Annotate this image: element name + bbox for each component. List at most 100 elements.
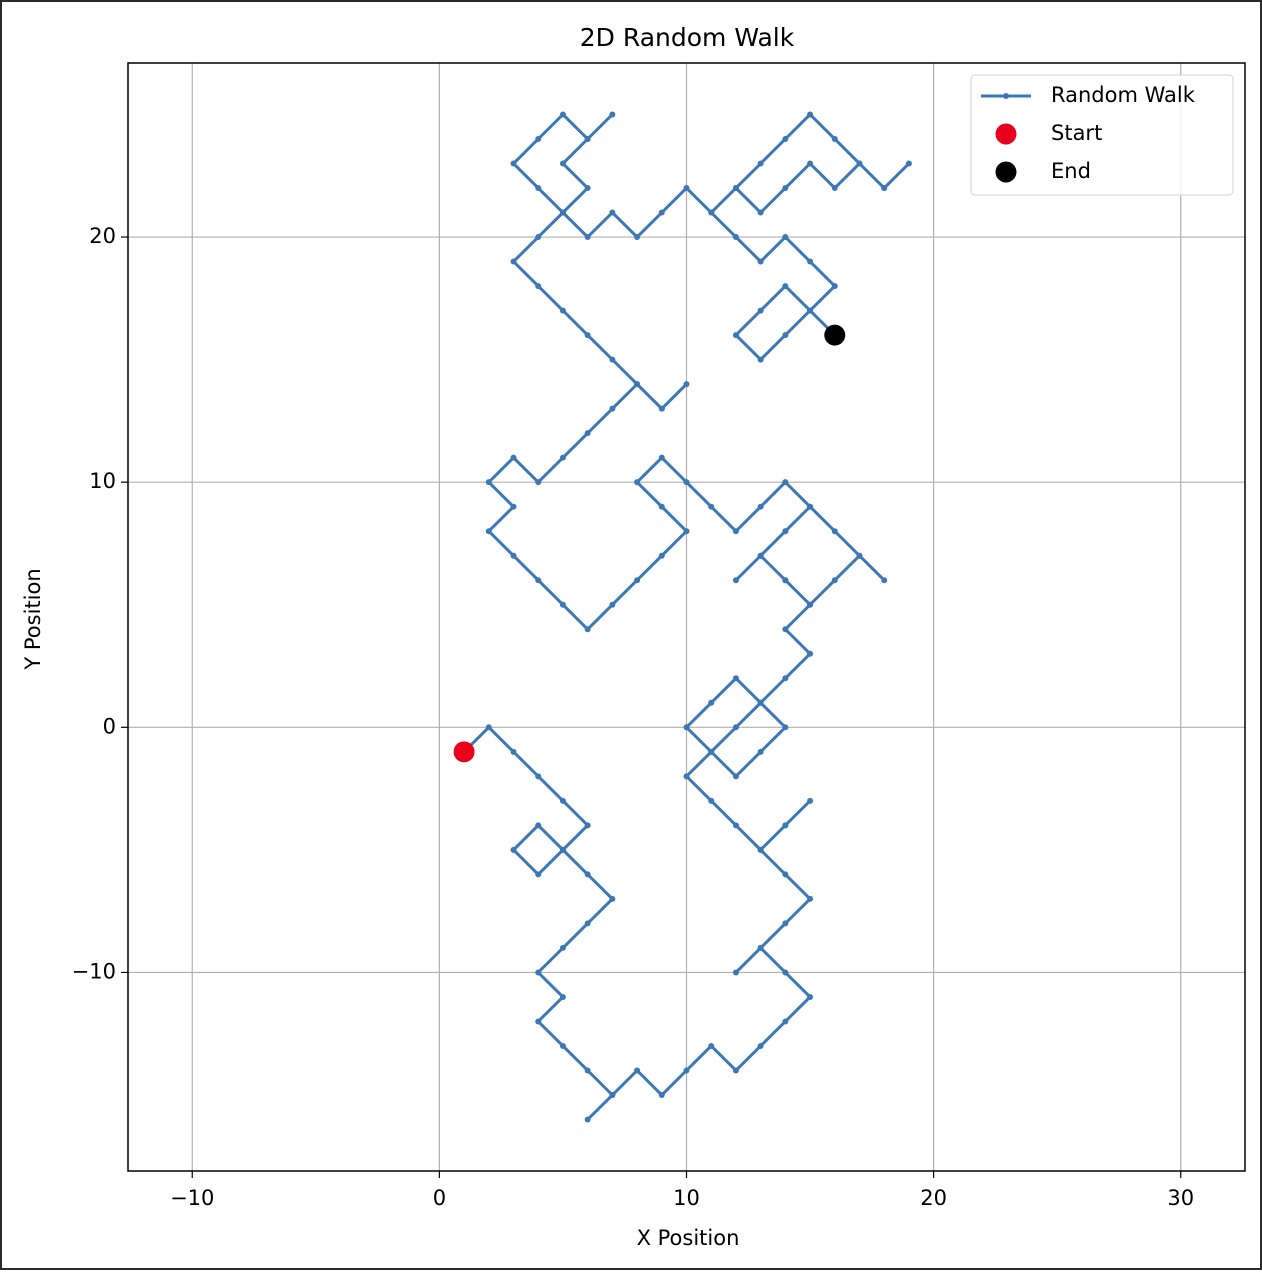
- walk-point: [658, 503, 665, 510]
- walk-point: [782, 871, 789, 878]
- walk-point: [807, 503, 814, 510]
- walk-point: [782, 822, 789, 829]
- walk-point: [757, 356, 764, 363]
- walk-point: [609, 209, 616, 216]
- walk-point: [559, 601, 566, 608]
- walk-point: [807, 895, 814, 902]
- walk-point: [609, 356, 616, 363]
- walk-point: [559, 944, 566, 951]
- walk-point: [535, 577, 542, 584]
- walk-point: [782, 577, 789, 584]
- walk-point: [535, 135, 542, 142]
- walk-point: [584, 135, 591, 142]
- walk-point: [732, 1067, 739, 1074]
- walk-line: [463, 112, 911, 1122]
- walk-point: [584, 185, 591, 192]
- walk-point: [831, 283, 838, 290]
- walk-point: [584, 1116, 591, 1123]
- walk-point: [732, 234, 739, 241]
- walk-point: [757, 209, 764, 216]
- walk-point: [535, 773, 542, 780]
- walk-point: [510, 160, 517, 167]
- walk-point: [658, 454, 665, 461]
- walk-point: [658, 1092, 665, 1099]
- walk-point: [807, 650, 814, 657]
- walk-point: [634, 234, 641, 241]
- walk-point: [732, 577, 739, 584]
- walk-point: [831, 528, 838, 535]
- walk-point: [732, 822, 739, 829]
- walk-point: [881, 185, 888, 192]
- walk-point: [708, 503, 715, 510]
- walk-point: [584, 871, 591, 878]
- walk-point: [683, 724, 690, 731]
- walk-point: [510, 454, 517, 461]
- walk-point: [782, 135, 789, 142]
- walk-point: [732, 528, 739, 535]
- legend-label: Random Walk: [1051, 83, 1196, 107]
- walk-point: [683, 479, 690, 486]
- walk-point: [782, 626, 789, 633]
- legend-label: Start: [1051, 121, 1102, 145]
- x-tick-label: 0: [433, 1186, 446, 1210]
- x-tick-label: 10: [673, 1186, 700, 1210]
- walk-point: [634, 577, 641, 584]
- walk-point: [609, 111, 616, 118]
- walk-point: [510, 258, 517, 265]
- walk-point: [807, 258, 814, 265]
- walk-point: [559, 846, 566, 853]
- point-marker: [824, 324, 846, 346]
- walk-point: [757, 944, 764, 951]
- point-marker: [453, 741, 475, 763]
- walk-point: [510, 552, 517, 559]
- walk-point: [905, 160, 912, 167]
- walk-point: [535, 283, 542, 290]
- walk-point: [782, 283, 789, 290]
- walk-point: [708, 699, 715, 706]
- walk-point: [634, 479, 641, 486]
- walk-point: [757, 552, 764, 559]
- walk-point: [535, 185, 542, 192]
- walk-point: [609, 895, 616, 902]
- walk-point: [609, 601, 616, 608]
- walk-point: [584, 332, 591, 339]
- walk-point: [807, 160, 814, 167]
- walk-point: [732, 675, 739, 682]
- walk-point: [559, 993, 566, 1000]
- walk-point: [559, 111, 566, 118]
- walk-point: [485, 724, 492, 731]
- legend-dot: [1003, 93, 1009, 99]
- walk-point: [831, 185, 838, 192]
- walk-point: [732, 332, 739, 339]
- walk-point: [757, 748, 764, 755]
- walk-point: [510, 748, 517, 755]
- y-tick-label: 0: [103, 714, 116, 738]
- walk-point: [535, 479, 542, 486]
- walk-point: [757, 503, 764, 510]
- chart-title: 2D Random Walk: [580, 23, 795, 52]
- x-axis-label: X Position: [637, 1226, 740, 1250]
- walk-point: [658, 209, 665, 216]
- walk-point: [559, 209, 566, 216]
- walk-point: [807, 307, 814, 314]
- walk-point: [757, 1042, 764, 1049]
- walk-point: [782, 479, 789, 486]
- walk-point: [658, 552, 665, 559]
- walk-point: [782, 528, 789, 535]
- walk-point: [535, 969, 542, 976]
- walk-point: [708, 748, 715, 755]
- walk-point: [609, 1092, 616, 1099]
- walk-point: [757, 846, 764, 853]
- walk-point: [634, 1067, 641, 1074]
- walk-point: [535, 1018, 542, 1025]
- walk-point: [584, 920, 591, 927]
- walk-point: [782, 675, 789, 682]
- walk-point: [831, 135, 838, 142]
- walk-point: [584, 1067, 591, 1074]
- walk-point: [732, 724, 739, 731]
- walk-point: [658, 405, 665, 412]
- walk-point: [782, 1018, 789, 1025]
- walk-point: [559, 307, 566, 314]
- walk-point: [881, 577, 888, 584]
- walk-point: [732, 185, 739, 192]
